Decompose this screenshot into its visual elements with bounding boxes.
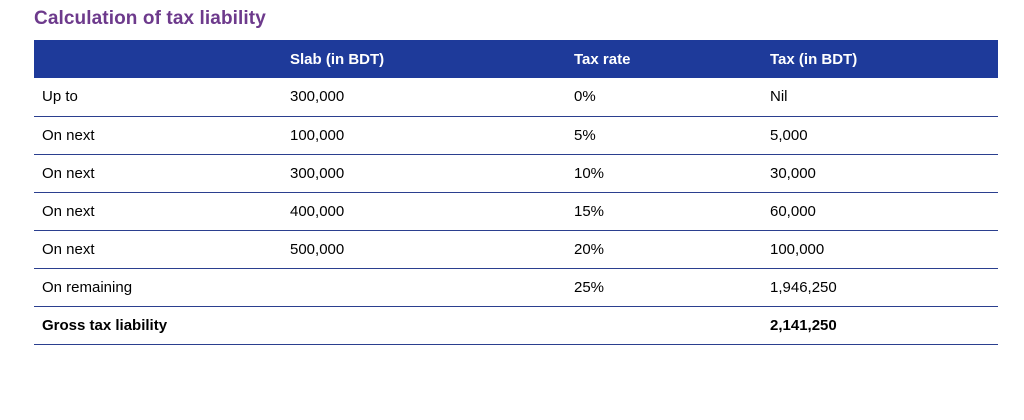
row-label: Up to [42,88,78,106]
slab-cell: 300,000 [290,164,345,182]
tax-liability-table: Slab (in BDT) Tax rate Tax (in BDT) Up t… [34,40,998,345]
table-title: Calculation of tax liability [34,8,266,29]
row-label: On remaining [42,278,133,296]
slab-cell [282,306,566,344]
row-label: On next [42,202,95,220]
slab-cell [282,268,566,306]
row-label: On next [42,126,95,144]
rate-cell: 10% [574,164,605,182]
rate-cell: 0% [574,88,596,106]
row-label: On next [42,240,95,258]
tax-cell: 60,000 [770,202,816,220]
total-row: Gross tax liability 2,141,250 [34,306,998,344]
slab-cell: 100,000 [290,126,345,144]
total-tax-cell: 2,141,250 [770,316,837,334]
rate-cell: 20% [574,240,605,258]
table-row: Up to 300,000 0% Nil [34,78,998,116]
total-label: Gross tax liability [42,316,168,334]
table-row: On next 300,000 10% 30,000 [34,154,998,192]
header-slab: Slab (in BDT) [290,50,385,68]
header-row: Slab (in BDT) Tax rate Tax (in BDT) [34,40,998,78]
rate-cell: 25% [574,278,605,296]
tax-cell: 100,000 [770,240,825,258]
header-tax-rate: Tax rate [574,50,631,68]
table-row: On remaining 25% 1,946,250 [34,268,998,306]
rate-cell: 15% [574,202,605,220]
slab-cell: 300,000 [290,88,345,106]
slab-cell: 500,000 [290,240,345,258]
header-label [34,40,282,78]
slab-cell: 400,000 [290,202,345,220]
tax-cell: 30,000 [770,164,816,182]
table-row: On next 100,000 5% 5,000 [34,116,998,154]
rate-cell: 5% [574,126,596,144]
tax-cell: 5,000 [770,126,808,144]
tax-cell: Nil [770,88,788,106]
row-label: On next [42,164,95,182]
table-row: On next 400,000 15% 60,000 [34,192,998,230]
rate-cell [566,306,762,344]
header-tax: Tax (in BDT) [770,50,858,68]
tax-cell: 1,946,250 [770,278,837,296]
table-row: On next 500,000 20% 100,000 [34,230,998,268]
